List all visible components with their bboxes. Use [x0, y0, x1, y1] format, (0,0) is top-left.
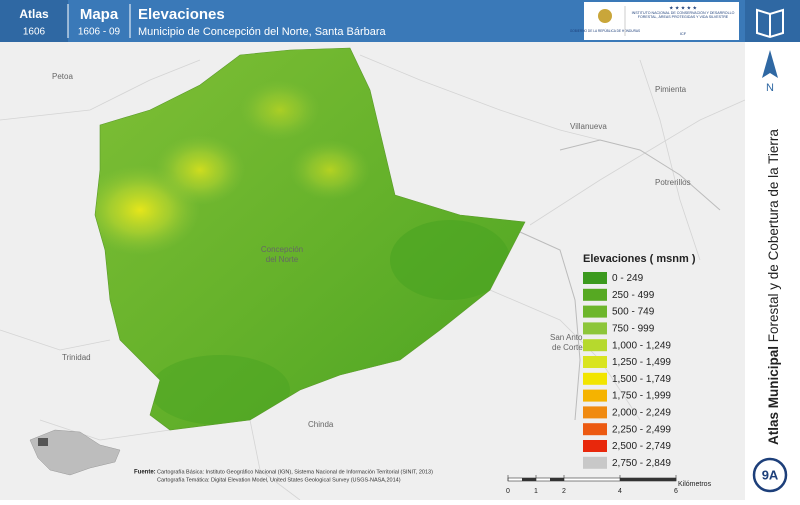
- map-title: Elevaciones: [138, 6, 225, 23]
- scale-tick-label: 6: [674, 488, 678, 495]
- svg-text:★ ★ ★ ★ ★: ★ ★ ★ ★ ★: [669, 5, 697, 11]
- place-label: Potrerillos: [655, 178, 691, 187]
- legend-title: Elevaciones ( msnm ): [583, 253, 696, 265]
- legend-label: 250 - 499: [612, 290, 655, 301]
- legend-swatch: [583, 322, 607, 335]
- legend-swatch: [583, 423, 607, 436]
- gov-logo-text: GOBIERNO DE LA REPÚBLICA DE HONDURAS: [570, 28, 640, 33]
- place-labels: Petoa Pimienta Villanueva Potrerillos Co…: [52, 72, 691, 429]
- book-icon-box: [745, 0, 800, 42]
- source-line: Cartografía Básica: Instituto Geográfico…: [157, 469, 433, 475]
- boundaries: [0, 54, 746, 501]
- legend-label: 500 - 749: [612, 307, 655, 318]
- legend-swatch: [583, 288, 607, 301]
- north-label: N: [766, 82, 774, 94]
- legend-swatch: [583, 356, 607, 368]
- place-label: de Corte: [552, 343, 583, 352]
- source: Fuente: Cartografía Básica: Instituto Ge…: [134, 469, 433, 483]
- place-label: del Norte: [266, 255, 299, 264]
- sidebar-title-bold: Atlas Municipal: [766, 346, 781, 445]
- legend-label: 1,500 - 1,749: [612, 374, 671, 385]
- sheet-number: 9A: [762, 467, 779, 482]
- scale-bar: Kilómetros 0 1 2 4 6: [506, 475, 712, 495]
- scale-tick-label: 2: [562, 488, 566, 495]
- icf-logo-text: INSTITUTO NACIONAL DE CONSERVACIÓN Y DES…: [631, 11, 735, 20]
- map-subtitle: Municipio de Concepción del Norte, Santa…: [138, 26, 387, 38]
- legend-label: 0 - 249: [612, 273, 644, 284]
- sidebar: [745, 42, 800, 500]
- place-label: Chinda: [308, 420, 334, 429]
- place-label: Trinidad: [62, 353, 91, 362]
- place-label: Petoa: [52, 72, 73, 81]
- legend-label: 2,000 - 2,249: [612, 408, 671, 419]
- legend-label: 750 - 999: [612, 324, 655, 335]
- legend-swatch: [583, 406, 607, 419]
- scale-tick-label: 0: [506, 488, 510, 495]
- legend-label: 2,750 - 2,849: [612, 458, 671, 469]
- sidebar-title-rest: Forestal y de Cobertura de la Tierra: [766, 129, 781, 343]
- scale-tick-label: 1: [534, 488, 538, 495]
- legend-label: 1,750 - 1,999: [612, 391, 671, 402]
- source-label: Fuente:: [134, 470, 156, 476]
- icf-short: ICF: [680, 31, 687, 36]
- legend-label: 1,000 - 1,249: [612, 340, 671, 351]
- place-label: Villanueva: [570, 122, 607, 131]
- source-line: Cartografía Temática: Digital Elevation …: [157, 477, 401, 483]
- sheet-badge: [752, 457, 788, 493]
- atlas-code: 1606: [23, 27, 46, 38]
- locator-map: [29, 429, 121, 476]
- scale-tick-label: 4: [618, 488, 622, 495]
- legend-swatch: [583, 389, 607, 402]
- legend-swatch: [583, 440, 607, 452]
- roads: [519, 139, 721, 421]
- legend-swatch: [583, 305, 607, 318]
- legend: Elevaciones ( msnm ) 0 - 249 250 - 499 500…: [583, 253, 696, 469]
- legend-label: 2,500 - 2,749: [612, 441, 671, 452]
- atlas-label: Atlas: [19, 7, 49, 21]
- legend-swatch: [583, 372, 607, 385]
- legend-swatch: [583, 339, 607, 352]
- sidebar-title: Atlas Municipal Forestal y de Cobertura …: [766, 129, 781, 445]
- elevation-relief: [95, 48, 525, 430]
- scale-unit: Kilómetros: [678, 481, 712, 488]
- place-label: Concepción: [261, 245, 303, 254]
- legend-label: 1,250 - 1,499: [612, 357, 671, 368]
- legend-swatch: [583, 456, 607, 469]
- legend-swatch: [583, 272, 607, 284]
- place-label: San Anto: [550, 333, 583, 342]
- mapa-label: Mapa: [80, 6, 119, 23]
- north-arrow: [762, 50, 778, 78]
- legend-label: 2,250 - 2,499: [612, 424, 671, 435]
- place-label: Pimienta: [655, 85, 687, 94]
- mapa-code: 1606 - 09: [78, 27, 121, 38]
